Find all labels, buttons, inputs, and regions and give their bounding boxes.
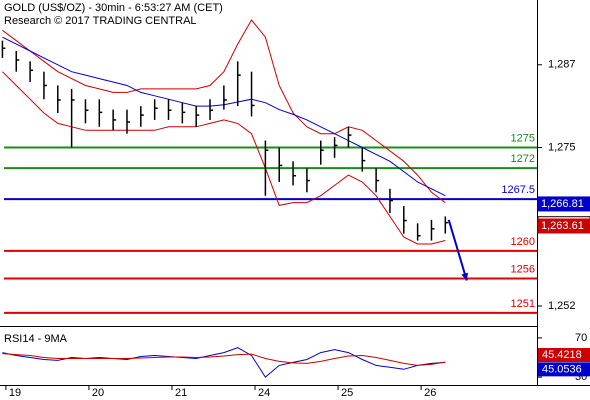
y-tick-label: 1,287 bbox=[548, 59, 576, 71]
rsi-label-box bbox=[538, 362, 590, 377]
x-tick-label: 25 bbox=[341, 387, 353, 399]
price-label-box bbox=[537, 196, 590, 212]
rsi-label: 45.4218 bbox=[542, 349, 582, 361]
rsi-label-box bbox=[538, 347, 590, 362]
y-tick-label: 70 bbox=[575, 332, 587, 344]
forecast-arrow-head bbox=[461, 272, 469, 281]
level-label: 1260 bbox=[511, 236, 535, 248]
rsi-title: RSI14 - 9MA bbox=[4, 333, 68, 345]
bollinger-band bbox=[2, 71, 446, 245]
rsi-ma-line bbox=[2, 353, 446, 366]
price-label: 1,263.61 bbox=[541, 220, 584, 232]
chart-subtitle: Research © 2017 TRADING CENTRAL bbox=[4, 15, 197, 27]
level-label: 1256 bbox=[511, 263, 535, 275]
price-label: 1,266.81 bbox=[541, 198, 584, 210]
bollinger-band bbox=[2, 19, 446, 204]
chart-title: GOLD (US$/OZ) - 30min - 6:53:27 AM (CET) bbox=[4, 2, 223, 14]
price-label-box bbox=[537, 218, 590, 234]
rsi-label: 45.0536 bbox=[542, 363, 582, 375]
x-tick-label: 21 bbox=[175, 387, 187, 399]
x-tick-label: 20 bbox=[92, 387, 104, 399]
level-label: 1267.5 bbox=[501, 184, 535, 196]
y-tick-label: 1,252 bbox=[548, 300, 576, 312]
forecast-arrow bbox=[447, 219, 468, 281]
x-tick-label: 24 bbox=[258, 387, 270, 399]
level-label: 1272 bbox=[511, 153, 535, 165]
level-label: 1275 bbox=[511, 132, 535, 144]
x-tick-label: 26 bbox=[424, 387, 436, 399]
x-tick-label: 19 bbox=[9, 387, 21, 399]
y-tick-label: 1,275 bbox=[548, 141, 576, 153]
rsi-line bbox=[2, 347, 446, 378]
level-label: 1251 bbox=[511, 298, 535, 310]
